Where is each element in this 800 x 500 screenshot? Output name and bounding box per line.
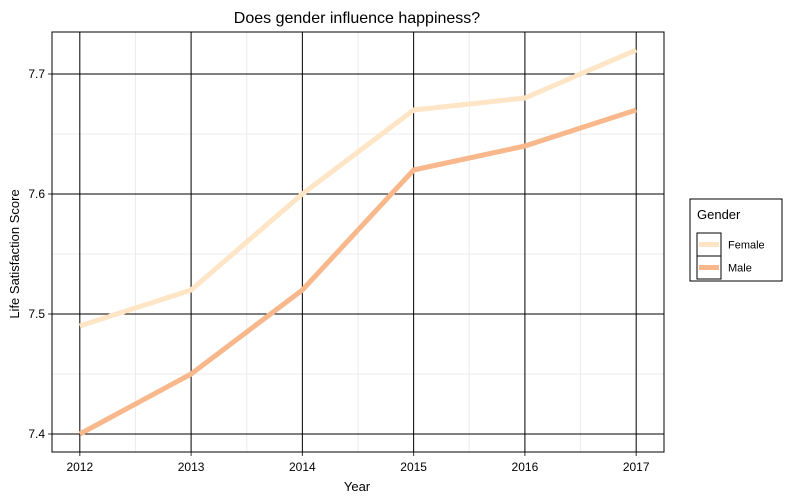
x-tick-label: 2017 bbox=[623, 460, 650, 474]
y-tick-label: 7.7 bbox=[28, 67, 45, 81]
x-tick-label: 2014 bbox=[289, 460, 316, 474]
plot-area: 2012 2013 2014 2015 2016 2017 7.4 7.5 7.6 7.7 bbox=[28, 31, 665, 474]
y-tick-label: 7.6 bbox=[28, 187, 45, 201]
series-line-male bbox=[78, 107, 637, 437]
y-axis-title: Life Satisfaction Score bbox=[7, 189, 22, 318]
plot-border bbox=[51, 31, 665, 453]
legend-label-female: Female bbox=[728, 240, 765, 252]
y-tick-label: 7.5 bbox=[28, 307, 45, 321]
chart-title: Does gender influence happiness? bbox=[234, 10, 481, 27]
legend-title: Gender bbox=[697, 207, 741, 222]
legend: Gender Female Male bbox=[689, 198, 783, 282]
x-tick-label: 2015 bbox=[400, 460, 427, 474]
x-tick-label: 2012 bbox=[66, 460, 93, 474]
x-tick-label: 2013 bbox=[178, 460, 205, 474]
y-tick-label: 7.4 bbox=[28, 427, 45, 441]
series-line-female bbox=[79, 47, 638, 329]
legend-label-male: Male bbox=[728, 263, 752, 275]
x-tick-label: 2016 bbox=[512, 460, 539, 474]
legend-items: Female Male bbox=[696, 232, 765, 280]
x-axis-title: Year bbox=[344, 479, 371, 494]
